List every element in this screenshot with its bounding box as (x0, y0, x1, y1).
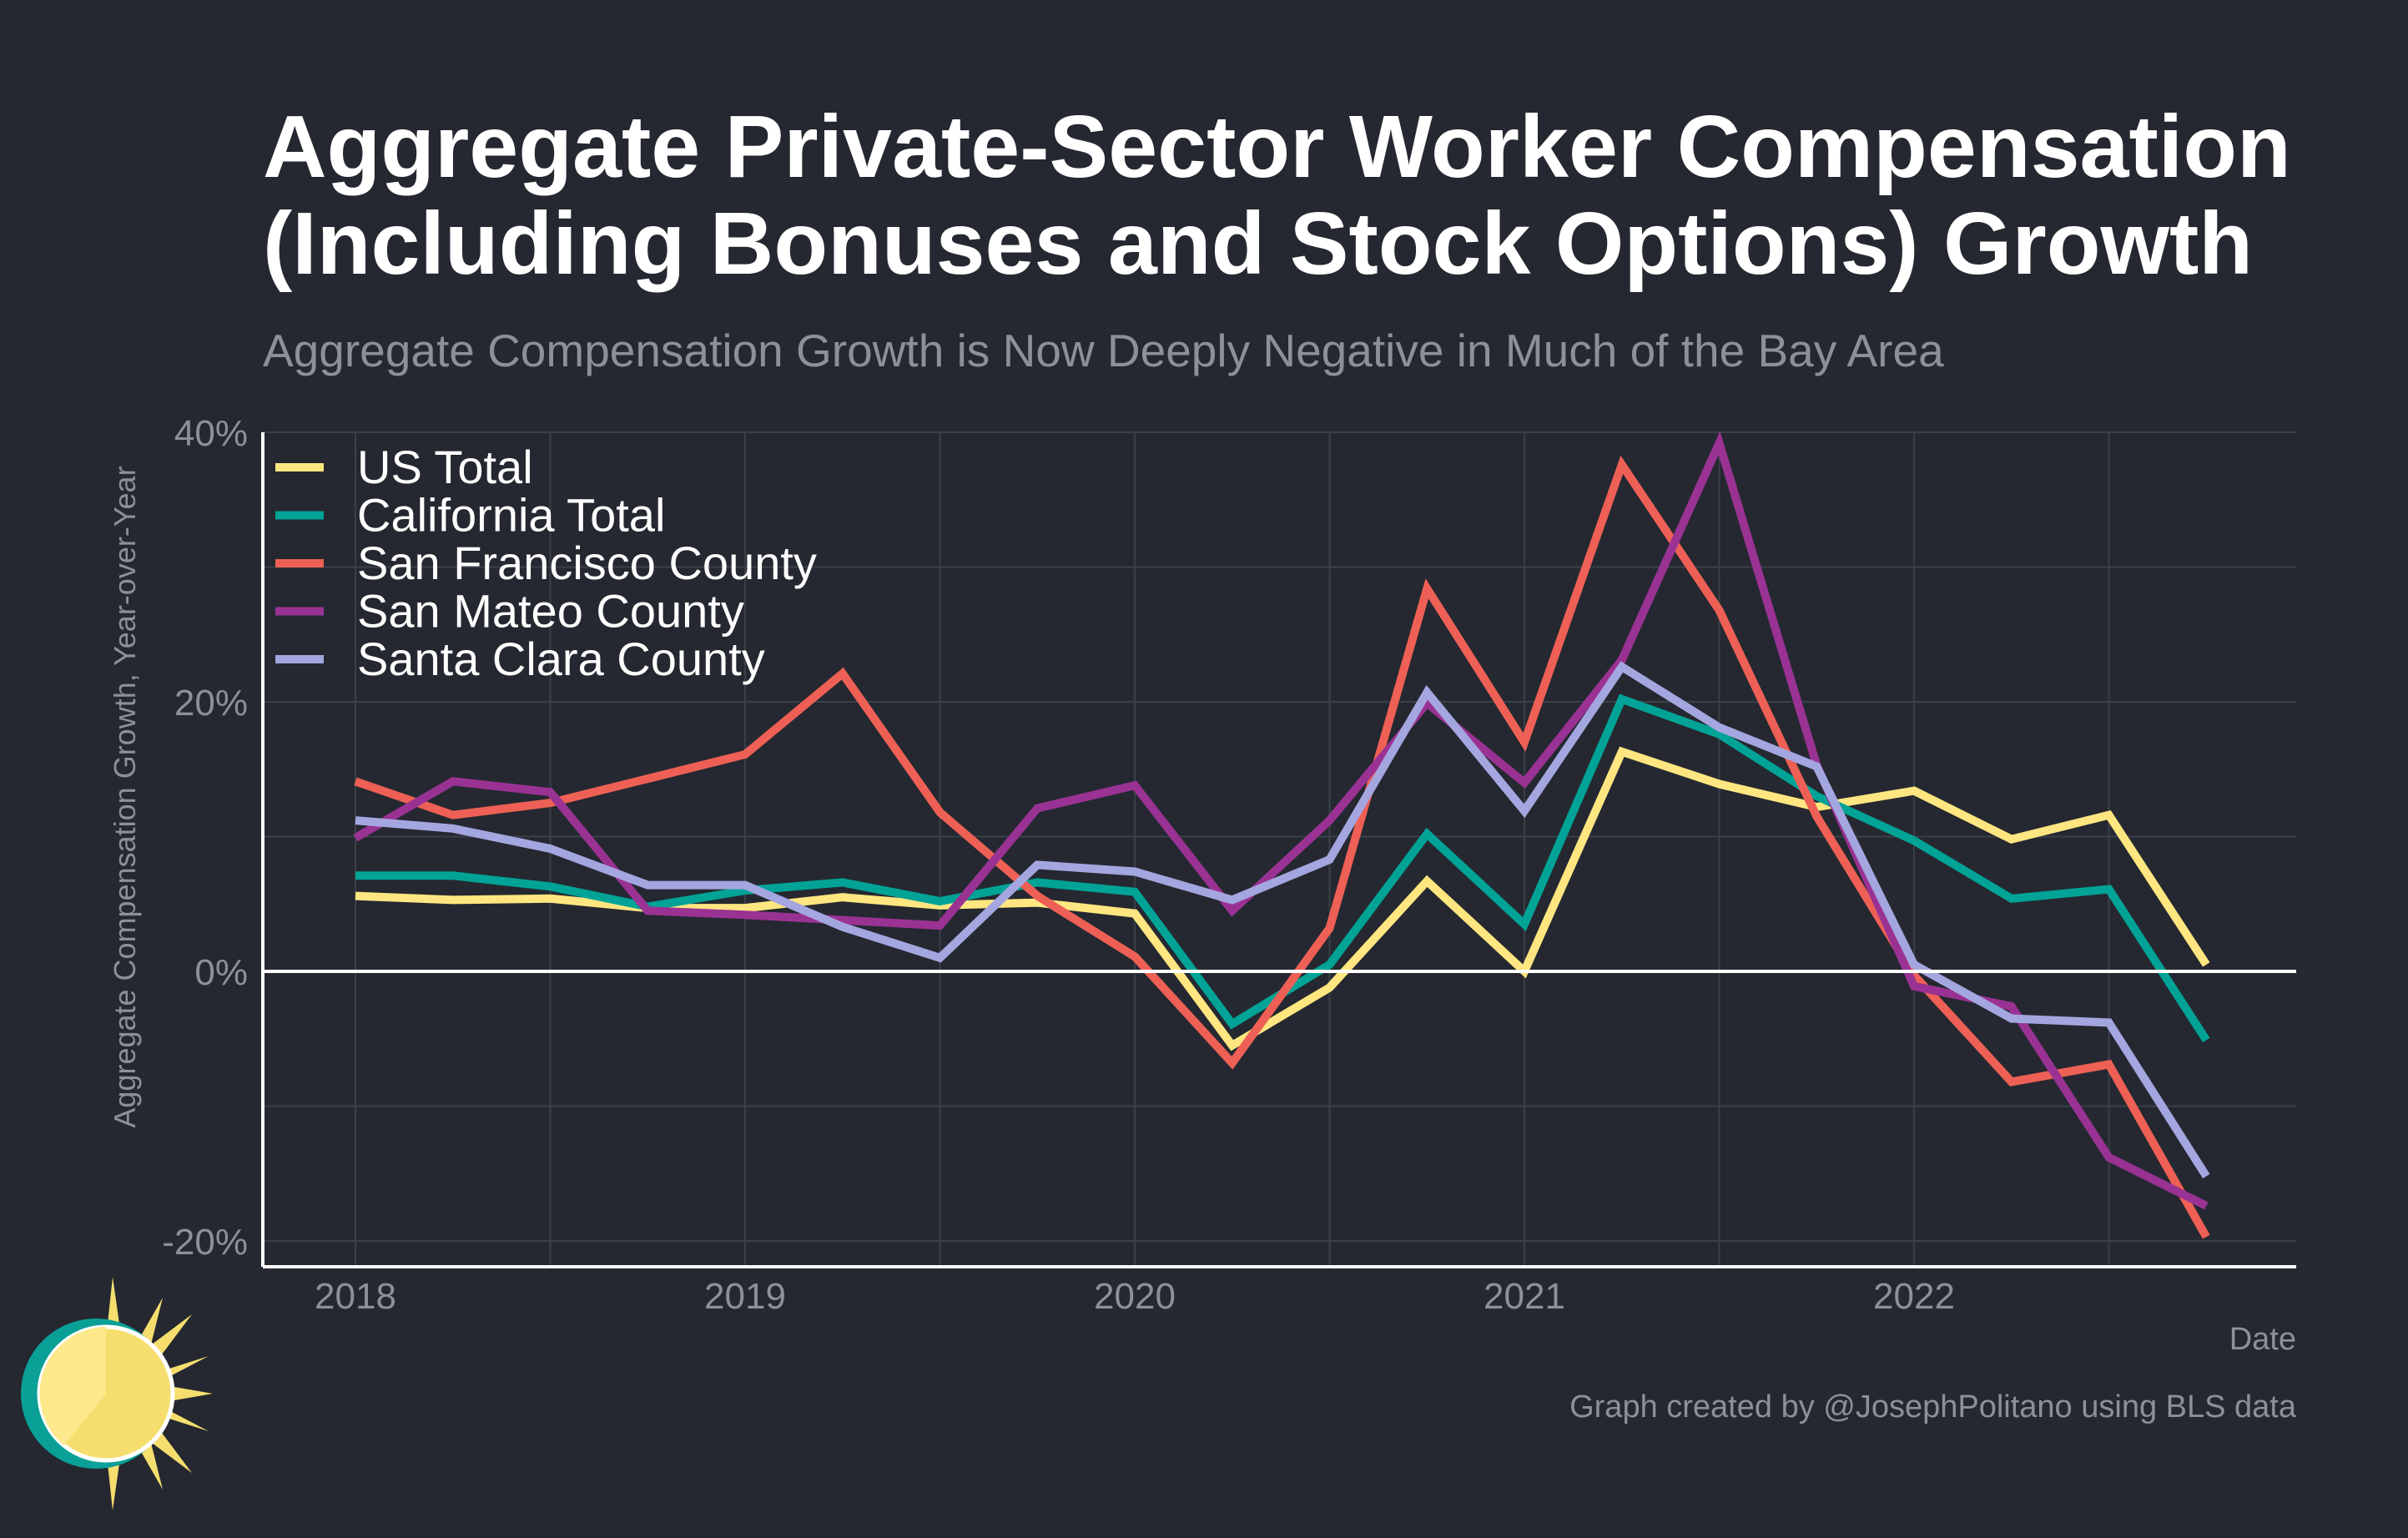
chart-title-line-2: (Including Bonuses and Stock Options) Gr… (263, 194, 2253, 293)
y-tick-label: 0% (194, 952, 248, 993)
x-tick-label: 2022 (1873, 1276, 1955, 1317)
chart-title: Aggregate Private-Sector Worker Compensa… (263, 98, 2291, 292)
x-tick-labels: 2018 2019 2020 2021 2022 (315, 1276, 1955, 1317)
x-tick-label: 2018 (315, 1276, 396, 1317)
x-tick-label: 2020 (1094, 1276, 1176, 1317)
legend-label: US Total (357, 441, 533, 493)
sun-logo-icon (21, 1277, 213, 1510)
chart-subtitle: Aggregate Compensation Growth is Now Dee… (263, 325, 1944, 376)
chart-title-line-1: Aggregate Private-Sector Worker Compensa… (263, 98, 2291, 196)
series-line (353, 431, 2209, 1210)
legend-label: San Mateo County (357, 585, 744, 638)
x-tick-label: 2019 (704, 1276, 786, 1317)
y-tick-label: 40% (174, 413, 248, 454)
axes (261, 432, 2296, 1268)
y-tick-label: -20% (162, 1222, 248, 1263)
series-line (355, 661, 2210, 1179)
x-tick-label: 2021 (1484, 1276, 1565, 1317)
legend-label: California Total (357, 489, 665, 542)
series-lines (353, 431, 2210, 1239)
legend-label: San Francisco County (357, 537, 817, 589)
legend-label: Santa Clara County (357, 633, 765, 685)
grid-lines (263, 431, 2296, 1267)
source-credit: Graph created by @JosephPolitano using B… (1569, 1389, 2296, 1425)
y-tick-labels: 40% 20% 0% -20% (162, 413, 248, 1263)
y-tick-label: 20% (174, 683, 248, 724)
x-axis-title: Date (2229, 1322, 2296, 1357)
